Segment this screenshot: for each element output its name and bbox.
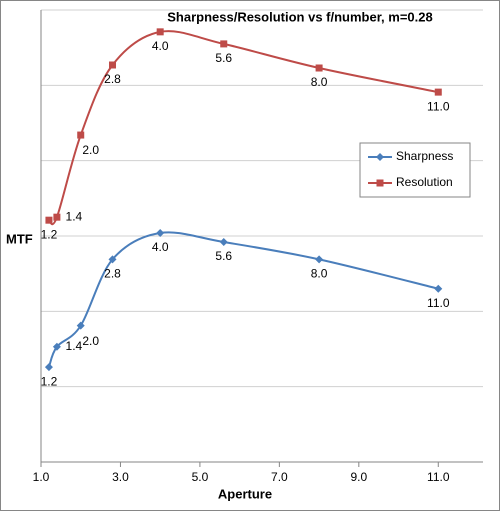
chart-title: Sharpness/Resolution vs f/number, m=0.28 — [167, 9, 433, 24]
x-tick-label: 9.0 — [350, 470, 367, 484]
data-label: 1.4 — [66, 339, 83, 353]
data-point — [53, 213, 61, 221]
x-tick-label: 7.0 — [271, 470, 288, 484]
data-label: 2.8 — [104, 267, 121, 281]
data-point — [52, 342, 61, 351]
x-axis-label: Aperture — [218, 486, 272, 501]
data-label: 5.6 — [215, 249, 232, 263]
x-tick-label: 3.0 — [112, 470, 129, 484]
data-label: 1.2 — [41, 227, 58, 241]
y-axis-label: MTF — [6, 231, 33, 246]
data-label: 2.8 — [104, 72, 121, 86]
data-point — [220, 40, 228, 48]
data-point — [156, 28, 164, 36]
data-label: 2.0 — [82, 143, 99, 157]
data-label: 1.2 — [41, 374, 58, 388]
data-label: 8.0 — [311, 75, 328, 89]
x-tick-label: 5.0 — [192, 470, 209, 484]
data-point — [45, 216, 53, 224]
legend-marker — [376, 153, 384, 161]
data-point — [109, 61, 117, 69]
data-point — [315, 64, 323, 72]
data-label: 5.6 — [215, 51, 232, 65]
data-point — [219, 238, 228, 247]
data-point — [315, 255, 324, 264]
data-label: 2.0 — [82, 334, 99, 348]
data-point — [77, 131, 85, 139]
data-point — [434, 284, 443, 293]
data-label: 11.0 — [427, 296, 450, 310]
legend-box — [359, 142, 471, 198]
legend-label: Resolution — [396, 175, 453, 189]
data-label: 11.0 — [427, 99, 450, 113]
data-point — [76, 321, 85, 330]
data-label: 8.0 — [311, 267, 328, 281]
x-tick-label: 11.0 — [427, 470, 450, 484]
data-label: 4.0 — [152, 39, 169, 53]
data-point — [108, 255, 117, 264]
data-label: 1.4 — [66, 209, 83, 223]
data-label: 4.0 — [152, 240, 169, 254]
legend-label: Sharpness — [396, 149, 453, 163]
data-point — [434, 88, 442, 96]
data-point — [156, 228, 165, 237]
legend-marker — [376, 179, 384, 187]
x-tick-label: 1.0 — [33, 470, 50, 484]
data-point — [44, 363, 53, 372]
